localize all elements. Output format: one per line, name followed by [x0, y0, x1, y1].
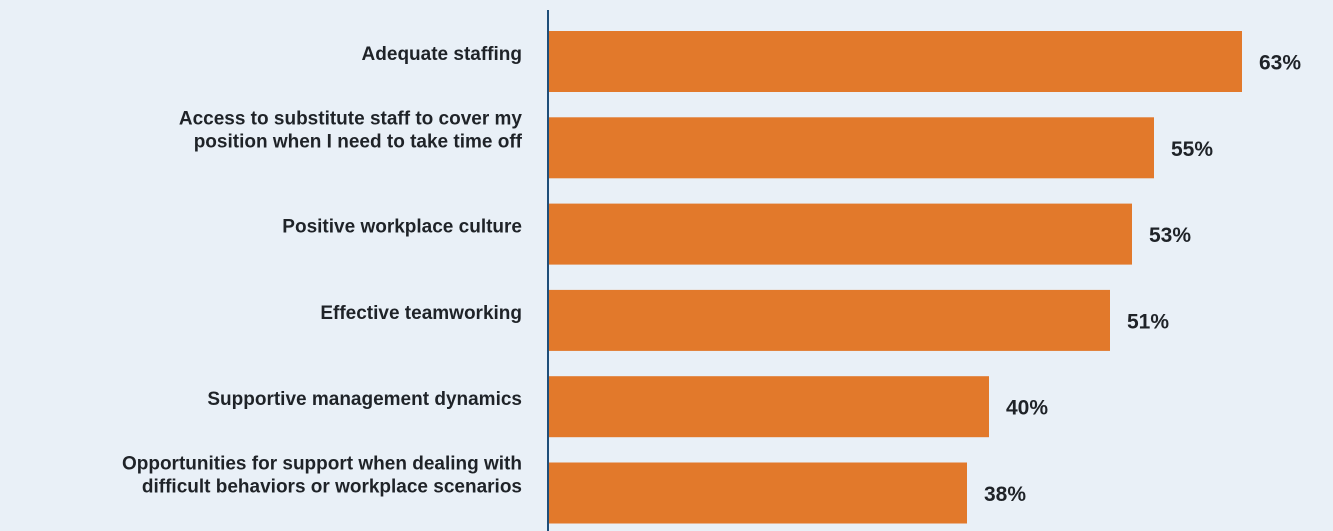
category-label: Access to substitute staff to cover my po…: [179, 108, 523, 152]
bar: [549, 117, 1154, 179]
category-label-line: Opportunities for support when dealing w…: [122, 454, 522, 475]
bar: [549, 203, 1132, 265]
category-label-line: difficult behaviors or workplace scenari…: [142, 477, 522, 498]
category-label: Supportive management dynamics: [207, 389, 522, 410]
value-labels-group: 63% 55% 53% 51% 40% 38%: [984, 52, 1301, 507]
bar-value-label: 38%: [984, 483, 1026, 506]
category-label: Opportunities for support when dealing w…: [122, 454, 522, 498]
bar-value-label: 55%: [1171, 138, 1213, 161]
category-label-line: Effective teamworking: [320, 303, 522, 324]
category-label-line: Access to substitute staff to cover my: [179, 108, 523, 129]
bar: [549, 376, 989, 438]
category-label: Positive workplace culture: [282, 217, 522, 238]
category-label-line: Supportive management dynamics: [207, 389, 522, 410]
bar-value-label: 51%: [1127, 310, 1169, 333]
bar: [549, 462, 967, 524]
bar-value-label: 63%: [1259, 52, 1301, 75]
category-label: Effective teamworking: [320, 303, 522, 324]
bar: [549, 31, 1242, 92]
bar: [549, 289, 1110, 351]
category-labels-group: Adequate staffing Access to substitute st…: [122, 44, 523, 498]
bar-value-label: 53%: [1149, 224, 1191, 247]
category-label: Adequate staffing: [362, 44, 522, 65]
category-label-line: position when I need to take time off: [194, 131, 523, 152]
bar-value-label: 40%: [1006, 397, 1048, 420]
bars-group: [549, 31, 1242, 524]
category-label-line: Positive workplace culture: [282, 217, 522, 238]
category-label-line: Adequate staffing: [362, 44, 522, 65]
